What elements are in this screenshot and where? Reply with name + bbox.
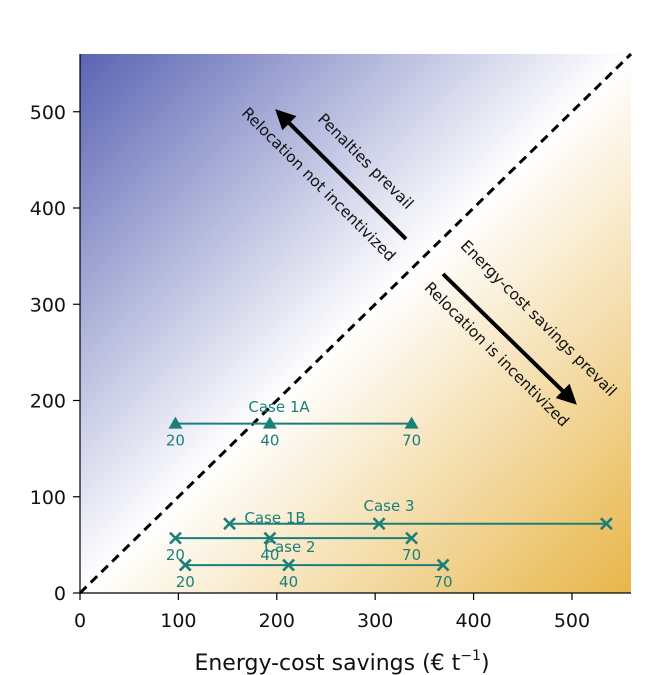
case-1a-point-2 [404,416,419,429]
case-2-point-label-0: 20 [176,573,195,591]
case-1a-point-label-0: 20 [166,432,185,450]
x-tick-label-200: 200 [259,610,295,632]
case-1b-point-0 [169,531,182,545]
arrow-upper [275,109,408,241]
case-1a-point-label-1: 40 [260,432,279,450]
y-tick-label-300: 300 [30,294,66,316]
case-2-label: Case 2 [264,538,315,556]
case-3-point-0 [223,517,236,531]
x-ticks: 0 100 200 300 400 500 [74,593,590,632]
case-2-point-2 [436,558,450,572]
x-tick-label-100: 100 [160,610,196,632]
x-axis-title-close: ) [481,651,490,675]
case-3-point-2 [599,517,613,531]
case-1a-point-0 [168,416,183,429]
x-tick-label-500: 500 [554,610,590,632]
y-tick-label-400: 400 [30,198,66,220]
y-tick-label-100: 100 [30,487,66,509]
case-3-label: Case 3 [363,497,414,515]
arrow-lower [441,272,577,405]
x-tick-label-300: 300 [357,610,393,632]
case-1b-point-1 [263,531,277,545]
x-tick-label-400: 400 [455,610,491,632]
case-1b-point-label-2: 70 [402,546,421,564]
case-1b-point-2 [405,531,419,545]
x-axis-title-sup: −1 [460,648,481,664]
x-tick-label-0: 0 [74,610,86,632]
case-1a-point-1 [262,416,277,429]
case-2-point-label-1: 40 [279,573,298,591]
case-2-point-0 [178,558,192,572]
diagonal-line [78,52,633,595]
y-ticks: 0 100 200 300 400 500 [30,102,80,605]
case-1a-label: Case 1A [248,398,310,416]
case-2-point-label-2: 70 [434,573,453,591]
x-axis-title-text: Energy-cost savings (€ t [194,651,460,675]
case-1b-point-label-1: 40 [260,546,279,564]
y-tick-label-500: 500 [30,102,66,124]
y-tick-label-200: 200 [30,391,66,413]
case-2-point-1 [282,558,296,572]
case-1a-point-label-2: 70 [402,432,421,450]
x-axis-title: Energy-cost savings (€ t−1) [194,648,489,675]
y-tick-label-0: 0 [54,583,66,605]
case-1b-label: Case 1B [244,509,305,527]
case-3-point-1 [372,517,386,531]
